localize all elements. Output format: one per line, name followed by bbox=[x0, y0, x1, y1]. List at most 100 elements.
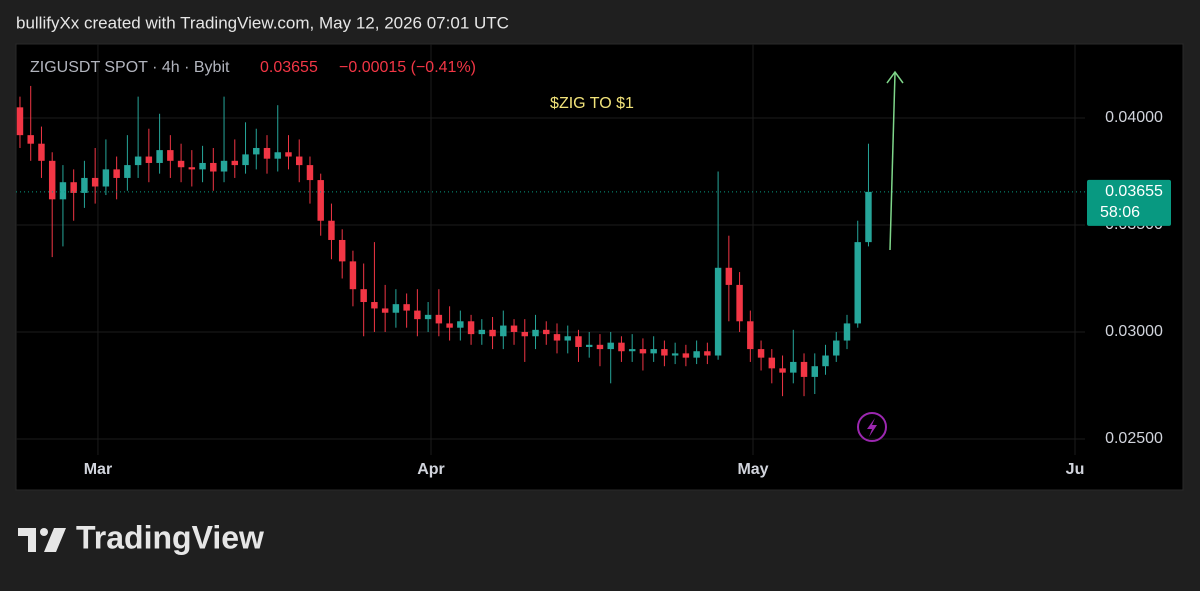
candle-body bbox=[628, 349, 636, 352]
candle-body bbox=[704, 351, 711, 356]
candle-body bbox=[403, 304, 410, 311]
candle-body bbox=[296, 156, 303, 166]
candle-body bbox=[263, 147, 271, 159]
candle-body bbox=[736, 284, 743, 322]
candle-body bbox=[285, 152, 292, 157]
candle-body bbox=[478, 329, 486, 335]
candle-body bbox=[489, 329, 496, 337]
candle-body bbox=[253, 147, 260, 155]
candle-body bbox=[349, 261, 357, 290]
event-icon[interactable] bbox=[857, 412, 887, 442]
candle-body bbox=[242, 154, 249, 166]
candle-body bbox=[843, 323, 851, 341]
x-tick-label: Apr bbox=[417, 461, 445, 478]
candle-body bbox=[210, 162, 217, 172]
candle-body bbox=[199, 162, 206, 170]
logo-part bbox=[44, 528, 66, 552]
candle-body bbox=[231, 160, 239, 166]
brand-logo bbox=[18, 528, 66, 552]
candle-body bbox=[371, 302, 378, 309]
candle-body bbox=[671, 353, 679, 356]
candle-body bbox=[543, 329, 550, 335]
candle-body bbox=[575, 336, 582, 347]
logo-part bbox=[40, 528, 48, 536]
candle-body bbox=[585, 344, 593, 347]
candle-body bbox=[145, 156, 153, 163]
candle-body bbox=[27, 135, 34, 144]
candle-body bbox=[328, 220, 335, 240]
countdown: 58:06 bbox=[1100, 204, 1140, 221]
candle-body bbox=[70, 182, 77, 193]
event-bolt bbox=[867, 418, 877, 437]
candle-body bbox=[714, 267, 722, 356]
candle-body bbox=[16, 107, 24, 136]
candle-body bbox=[532, 329, 539, 337]
candle-body bbox=[596, 344, 604, 350]
brand: TradingView bbox=[76, 519, 264, 555]
candle-body bbox=[392, 304, 400, 313]
candle-body bbox=[510, 325, 518, 332]
candle-body bbox=[682, 353, 690, 358]
logo-part bbox=[18, 528, 36, 552]
candle-body bbox=[134, 156, 142, 166]
candle-body bbox=[725, 267, 733, 285]
candle-body bbox=[306, 165, 314, 181]
symbol-title: ZIGUSDT SPOT · 4h · Bybit bbox=[30, 59, 230, 76]
candle-body bbox=[317, 180, 324, 221]
candle-body bbox=[38, 143, 45, 161]
last-price-legend: 0.03655 bbox=[260, 59, 318, 76]
y-tick-label: 0.03000 bbox=[1105, 323, 1163, 340]
candle-body bbox=[607, 342, 614, 350]
candle-body bbox=[822, 355, 829, 367]
y-tick-label: 0.04000 bbox=[1105, 109, 1163, 126]
candle-body bbox=[564, 336, 571, 341]
candle-body bbox=[48, 160, 56, 200]
candle-body bbox=[800, 361, 808, 377]
y-tick-label: 0.02500 bbox=[1105, 430, 1163, 447]
candle-body bbox=[650, 349, 657, 354]
candle-body bbox=[768, 357, 776, 369]
candle-body bbox=[177, 160, 185, 168]
candle-body bbox=[360, 289, 367, 303]
price-tag-label: 0.03655 bbox=[1105, 183, 1163, 200]
candle-body bbox=[661, 349, 668, 356]
candle-body bbox=[854, 242, 861, 324]
candle-body bbox=[833, 340, 840, 356]
attribution: bullifyXx created with TradingView.com, … bbox=[16, 13, 509, 32]
candle-body bbox=[414, 310, 421, 320]
candle-body bbox=[757, 349, 765, 358]
candle-body bbox=[457, 321, 464, 328]
candle-body bbox=[274, 152, 281, 159]
arrow-shaft bbox=[889, 72, 896, 251]
x-tick-label: Mar bbox=[84, 461, 112, 478]
candle-body bbox=[338, 239, 346, 262]
candle-body bbox=[521, 331, 528, 337]
candle-body bbox=[790, 361, 797, 373]
candle-body bbox=[693, 351, 700, 358]
candle-body bbox=[381, 308, 389, 313]
candle-body bbox=[124, 165, 131, 178]
price-tag bbox=[1087, 179, 1171, 226]
candle-body bbox=[618, 342, 625, 352]
candle-body bbox=[91, 177, 99, 187]
candle-body bbox=[811, 366, 818, 377]
candle-body bbox=[747, 321, 754, 350]
candle-body bbox=[779, 368, 786, 373]
candle-body bbox=[59, 182, 67, 200]
candle-body bbox=[424, 314, 432, 320]
candle-body bbox=[865, 191, 872, 243]
candle-body bbox=[81, 177, 88, 193]
x-tick-label: Ju bbox=[1066, 461, 1085, 478]
arrow-head bbox=[886, 70, 904, 84]
candle-body bbox=[435, 314, 443, 324]
candle-body bbox=[188, 167, 196, 170]
price-change: −0.00015 (−0.41%) bbox=[339, 59, 476, 76]
candle-body bbox=[167, 150, 174, 161]
candle-body bbox=[113, 169, 120, 178]
candle-body bbox=[220, 160, 228, 172]
candle-body bbox=[446, 323, 453, 328]
candle-body bbox=[553, 334, 561, 341]
candle-body bbox=[467, 321, 475, 335]
